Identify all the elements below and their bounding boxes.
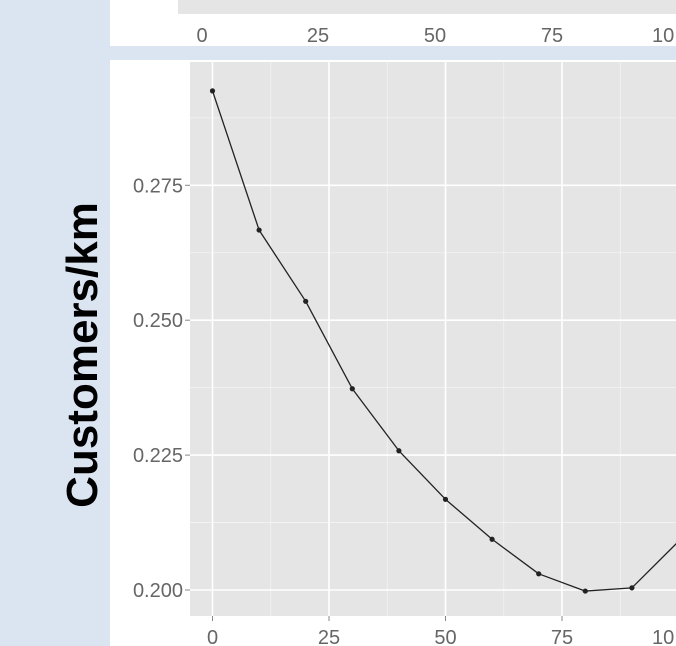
top-chart-x-tick-label: 10 (652, 25, 674, 47)
axes: 0.200 0.225 0.250 0.275 0 25 50 75 10 (133, 175, 674, 646)
x-tick-label: 50 (434, 627, 456, 646)
data-point (489, 536, 495, 542)
data-point (582, 588, 588, 594)
data-point (442, 496, 449, 502)
data-point (396, 448, 402, 454)
x-tick-label: 0 (207, 627, 218, 646)
data-point (629, 585, 635, 591)
top-chart: 0 25 50 75 10 (110, 0, 676, 47)
top-chart-panel (178, 0, 676, 14)
y-tick-label: 0.250 (133, 310, 183, 332)
gridlines (190, 62, 676, 616)
top-chart-x-tick-label: 25 (307, 25, 329, 47)
y-tick-label: 0.200 (133, 580, 183, 602)
top-chart-x-tick-label: 50 (424, 25, 446, 47)
data-point (209, 88, 216, 94)
top-chart-x-tick-label: 75 (541, 25, 563, 47)
top-chart-x-axis: 0 25 50 75 10 (196, 25, 674, 47)
x-tick-label: 10 (652, 627, 674, 646)
x-tick-label: 25 (318, 627, 340, 646)
data-point (349, 386, 355, 392)
data-point (303, 298, 309, 304)
x-tick-label: 75 (551, 627, 573, 646)
top-chart-x-tick-label: 0 (196, 25, 207, 47)
y-tick-label: 0.275 (133, 175, 183, 197)
data-point (256, 227, 262, 233)
data-point (536, 571, 542, 577)
plot-panel (190, 62, 676, 616)
main-chart: 0.200 0.225 0.250 0.275 0 25 50 75 10 (110, 60, 676, 646)
series (209, 88, 676, 594)
y-tick-label: 0.225 (133, 445, 183, 467)
y-axis-label: Customers/km (58, 202, 107, 508)
